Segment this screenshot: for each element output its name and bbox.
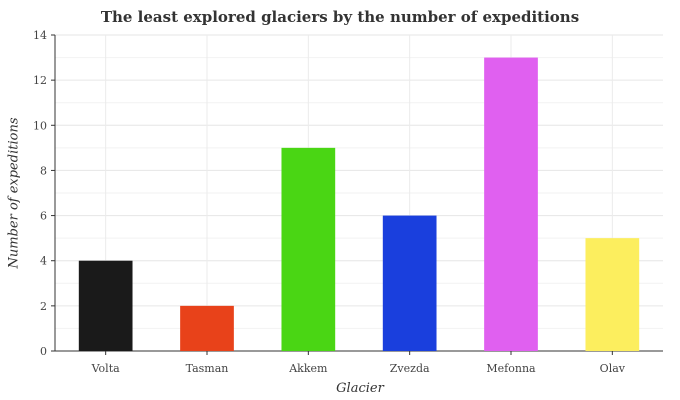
bar-volta xyxy=(78,260,133,351)
bar-akkem xyxy=(281,147,336,351)
chart-title: The least explored glaciers by the numbe… xyxy=(100,8,580,26)
x-tick-label: Zvezda xyxy=(390,362,430,375)
bar-olav xyxy=(585,238,640,351)
bars xyxy=(78,57,640,351)
bar-zvezda xyxy=(382,215,437,351)
y-tick-label: 2 xyxy=(40,300,47,313)
grid-lines xyxy=(55,34,663,352)
bar-tasman xyxy=(180,305,234,351)
y-tick-label: 4 xyxy=(40,255,47,268)
tick-labels: 0 2 4 6 8 10 12 14 Volta Tasman Akkem Zvezda Mefonna… xyxy=(33,29,626,375)
y-tick-label: 8 xyxy=(40,164,47,177)
x-tick-label: Olav xyxy=(600,362,626,375)
bar-mefonna xyxy=(484,57,538,351)
y-axis-title: Number of expeditions xyxy=(6,117,22,269)
y-tick-label: 10 xyxy=(33,119,47,132)
x-tick-label: Tasman xyxy=(186,362,229,375)
y-tick-label: 14 xyxy=(33,29,47,42)
y-tick-label: 0 xyxy=(40,345,47,358)
y-tick-label: 12 xyxy=(33,74,47,87)
x-tick-label: Volta xyxy=(91,362,120,375)
axes xyxy=(51,34,663,355)
x-tick-label: Mefonna xyxy=(486,362,536,375)
x-axis-title: Glacier xyxy=(336,381,384,396)
x-tick-label: Akkem xyxy=(288,362,328,375)
y-tick-label: 6 xyxy=(40,210,47,223)
